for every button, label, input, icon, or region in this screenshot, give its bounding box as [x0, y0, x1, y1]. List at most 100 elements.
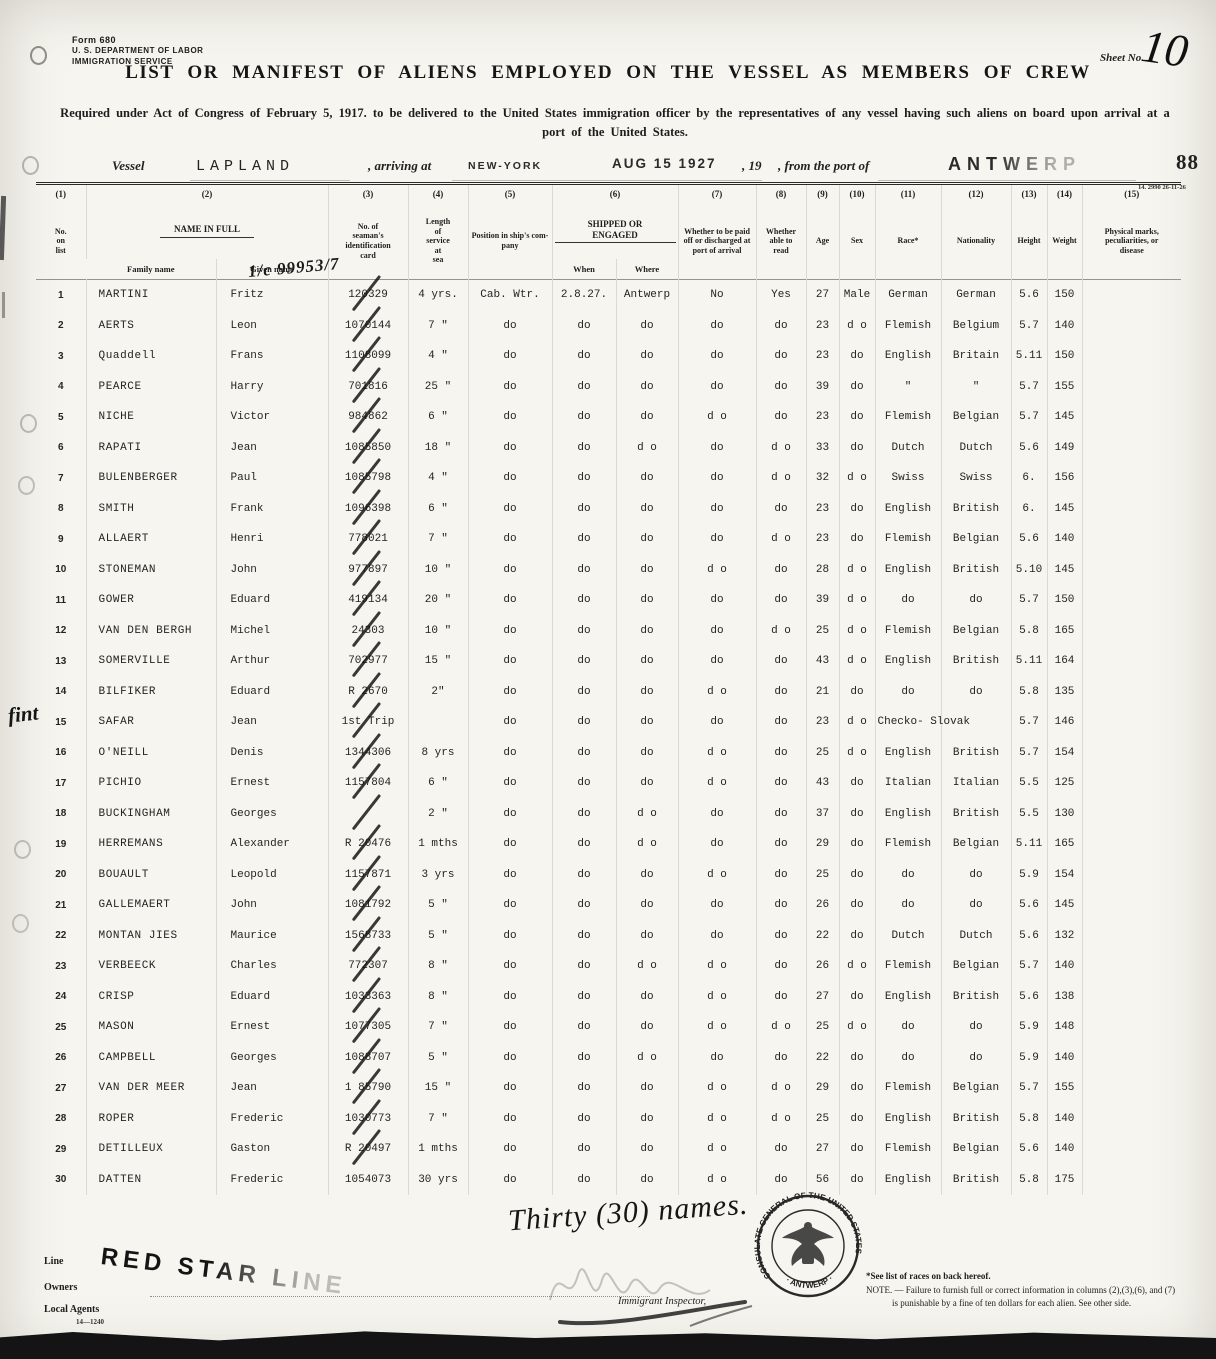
column-numbers-row: (1) (2) (3) (4) (5) (6) (7) (8) (9) (10)…	[36, 183, 1181, 203]
cell-when: do	[551, 493, 616, 524]
cell-marks	[1081, 1164, 1181, 1195]
cell-height: 5.7	[1010, 737, 1047, 768]
vessel-name: LAPLAND	[196, 158, 295, 175]
immigrant-inspector-label: Immigrant Inspector,	[618, 1296, 707, 1307]
cell-sex: d o	[838, 707, 875, 738]
cell-sex: do	[838, 524, 875, 555]
header-age: Age	[805, 203, 839, 280]
cell-position: do	[467, 1073, 552, 1104]
cell-position: do	[467, 341, 552, 372]
cell-marks	[1081, 585, 1181, 616]
cell-when: do	[551, 646, 616, 677]
cell-no: 7	[57, 472, 64, 484]
cell-no: 26	[55, 1052, 67, 1064]
cell-read: do	[755, 371, 806, 402]
table-row: 21 GALLEMAERT John 1081792 5 " do do do do do 26 do…	[36, 890, 1181, 921]
owners-dotted-line	[150, 1296, 650, 1297]
cell-read: do	[755, 341, 806, 372]
table-row: 7 BULENBERGER Paul 1085798 4 " do do do do d o 32 d…	[36, 463, 1181, 494]
subtitle-line1: Required under Act of Congress of Februa…	[60, 106, 1170, 120]
cell-position: do	[467, 920, 552, 951]
header-no-on-list: No. on list	[54, 226, 67, 255]
cell-where: do	[615, 554, 678, 585]
cell-card: 120329	[327, 279, 408, 311]
col-num-4: (4)	[407, 183, 468, 203]
inspector-signature	[549, 1268, 753, 1327]
cell-nationality: British	[940, 1103, 1011, 1134]
cell-position: do	[467, 737, 552, 768]
cell-height: 5.7	[1010, 707, 1047, 738]
col-num-2: (2)	[85, 183, 328, 203]
cell-read: do	[755, 646, 806, 677]
cell-sex: d o	[838, 737, 875, 768]
cell-weight: 156	[1046, 463, 1082, 494]
cell-service: 1 mths	[407, 1134, 468, 1165]
cell-service: 18 "	[407, 432, 468, 463]
cell-family: BUCKINGHAM	[85, 798, 216, 829]
cell-no: 11	[55, 594, 67, 606]
table-row: 14 BILFIKER Eduard R 2670 2" do do do d o do 21 do d…	[36, 676, 1181, 707]
cell-age: 22	[805, 1042, 839, 1073]
cell-card: 1096398	[327, 493, 408, 524]
cell-nationality: do	[940, 1042, 1011, 1073]
cell-service: 4 "	[407, 341, 468, 372]
cell-weight: 138	[1046, 981, 1082, 1012]
cell-weight: 155	[1046, 1073, 1082, 1104]
cell-race: do	[874, 1012, 941, 1043]
cell-age: 39	[805, 371, 839, 402]
cell-family: SAFAR	[85, 707, 216, 738]
cell-read: do	[755, 798, 806, 829]
cell-position: do	[467, 798, 552, 829]
cell-card: R 20497	[327, 1134, 408, 1165]
cell-card: 1st Trip	[327, 707, 408, 738]
cell-family: GALLEMAERT	[85, 890, 216, 921]
cell-position: do	[467, 1042, 552, 1073]
cell-nationality: British	[940, 554, 1011, 585]
cell-marks	[1081, 707, 1181, 738]
cell-age: 29	[805, 829, 839, 860]
cell-when: do	[551, 463, 616, 494]
cell-service: 10 "	[407, 615, 468, 646]
cell-family: DATTEN	[85, 1164, 216, 1195]
cell-where: d o	[615, 829, 678, 860]
cell-read: do	[755, 493, 806, 524]
cell-height: 5.6	[1010, 890, 1047, 921]
cell-family: CAMPBELL	[85, 1042, 216, 1073]
table-row: 6 RAPATI Jean 1085850 18 " do do d o do d o 33 do Du…	[36, 432, 1181, 463]
cell-age: 37	[805, 798, 839, 829]
cell-position: do	[467, 768, 552, 799]
cell-age: 25	[805, 1103, 839, 1134]
agents-code: 14—1240	[76, 1318, 104, 1326]
cell-position: do	[467, 615, 552, 646]
cell-height: 5.8	[1010, 1103, 1047, 1134]
cell-paid-off: do	[677, 920, 756, 951]
cell-when: do	[551, 920, 616, 951]
cell-when: do	[551, 371, 616, 402]
cell-height: 5.7	[1010, 951, 1047, 982]
cell-card: 1344306	[327, 737, 408, 768]
cell-service: 15 "	[407, 646, 468, 677]
cell-nationality: do	[940, 890, 1011, 921]
cell-paid-off: do	[677, 615, 756, 646]
cell-height: 5.7	[1010, 585, 1047, 616]
cell-weight: 154	[1046, 737, 1082, 768]
cell-nationality: do	[940, 859, 1011, 890]
cell-race: "	[874, 371, 941, 402]
cell-age: 25	[805, 1012, 839, 1043]
cell-family: VAN DER MEER	[85, 1073, 216, 1104]
table-row: 1 MARTINI Fritz 120329 4 yrs. Cab. Wtr. 2.8.27…	[36, 279, 1181, 311]
cell-nationality: Britain	[940, 341, 1011, 372]
cell-given: Eduard	[215, 676, 328, 707]
cell-paid-off: do	[677, 829, 756, 860]
cell-sex: do	[838, 890, 875, 921]
cell-family: VAN DEN BERGH	[85, 615, 216, 646]
cell-marks	[1081, 676, 1181, 707]
from-port-label: , from the port of	[778, 158, 870, 173]
cell-race: do	[874, 585, 941, 616]
cell-height: 5.9	[1010, 859, 1047, 890]
cell-position: do	[467, 371, 552, 402]
cell-marks	[1081, 432, 1181, 463]
cell-given: Georges	[215, 798, 328, 829]
